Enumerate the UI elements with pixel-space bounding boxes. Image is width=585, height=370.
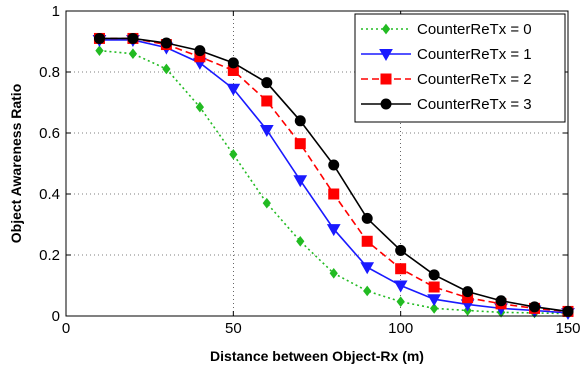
legend: CounterReTx = 0 CounterReTx = 1 CounterReT… (354, 13, 566, 123)
data-point-marker (160, 37, 172, 49)
x-tick-label: 50 (225, 320, 242, 337)
data-point-marker (360, 262, 375, 275)
x-tick-label: 100 (388, 320, 413, 337)
legend-label: CounterReTx = 1 (417, 46, 532, 63)
data-point-marker (326, 224, 341, 237)
data-point-marker (395, 244, 407, 256)
data-point-marker (427, 294, 441, 307)
data-point-marker (227, 57, 239, 69)
data-point-marker (361, 212, 373, 224)
data-point-marker (329, 267, 338, 279)
data-point-marker (194, 45, 206, 57)
data-point-marker (379, 49, 393, 62)
y-tick-label: 0 (52, 308, 60, 325)
data-point-marker (428, 269, 440, 281)
data-point-marker (328, 159, 340, 171)
data-point-marker (162, 63, 171, 75)
data-point-marker (229, 149, 238, 160)
data-point-marker (128, 48, 138, 60)
y-tick-label: 0.4 (39, 186, 60, 203)
data-point-marker (127, 32, 139, 44)
data-point-marker (293, 175, 308, 188)
data-point-marker (381, 23, 391, 35)
data-point-marker (95, 45, 104, 56)
y-tick-label: 0.8 (39, 64, 60, 81)
data-point-marker (93, 32, 105, 44)
data-point-marker (393, 280, 408, 293)
axis-ticks: 0 50 100 150 0 0.2 0.4 0.6 0.8 1 (39, 3, 580, 337)
series-3 (93, 32, 574, 317)
data-point-marker (428, 281, 440, 293)
data-point-marker (261, 95, 273, 107)
data-point-marker (294, 115, 306, 127)
data-point-marker (195, 101, 205, 113)
data-point-marker (396, 296, 405, 307)
y-tick-label: 0.2 (39, 247, 60, 264)
data-point-marker (529, 301, 541, 313)
x-tick-label: 150 (555, 320, 580, 337)
data-point-marker (296, 235, 305, 247)
data-point-marker (495, 295, 507, 307)
data-point-marker (363, 285, 372, 297)
data-point-marker (262, 197, 271, 209)
series-layer (92, 32, 575, 320)
legend-label: CounterReTx = 0 (417, 21, 532, 38)
data-point-marker (380, 98, 392, 110)
data-point-marker (261, 77, 273, 89)
series-0 (95, 45, 573, 319)
legend-label: CounterReTx = 3 (417, 96, 532, 113)
x-axis-label: Distance between Object-Rx (m) (210, 348, 424, 364)
data-point-marker (328, 188, 340, 200)
y-tick-label: 1 (52, 3, 60, 20)
x-tick-label: 0 (62, 320, 70, 337)
data-point-marker (226, 83, 241, 96)
data-point-marker (429, 303, 439, 314)
plot-frame (65, 10, 569, 317)
y-tick-label: 0.6 (39, 125, 60, 142)
legend-entry: CounterReTx = 1 (361, 46, 532, 63)
legend-entry: CounterReTx = 0 (361, 21, 532, 38)
y-axis-label: Object Awareness Ratio (8, 84, 24, 244)
data-point-marker (361, 235, 373, 247)
data-point-marker (380, 73, 392, 85)
data-point-marker (462, 286, 474, 298)
data-point-marker (259, 124, 274, 137)
data-point-marker (395, 263, 407, 275)
data-point-marker (294, 138, 306, 150)
legend-entry: CounterReTx = 3 (361, 96, 532, 113)
legend-entry: CounterReTx = 2 (361, 71, 532, 88)
legend-label: CounterReTx = 2 (417, 71, 532, 88)
